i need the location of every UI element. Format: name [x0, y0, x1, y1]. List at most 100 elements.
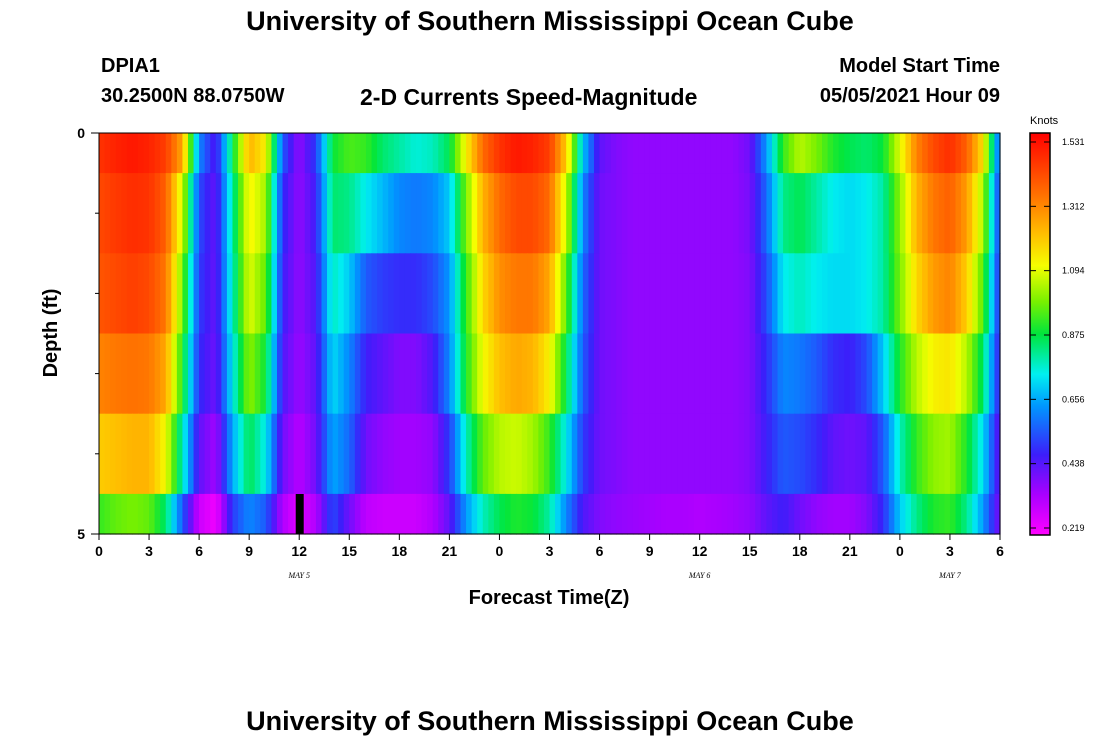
- heatmap-cell: [538, 413, 545, 495]
- heatmap-cell: [727, 493, 734, 535]
- heatmap-cell: [193, 133, 200, 174]
- heatmap-cell: [154, 333, 161, 415]
- heatmap-cell: [961, 413, 968, 495]
- heatmap-cell: [733, 333, 740, 415]
- heatmap-cell: [499, 133, 506, 174]
- heatmap-cell: [238, 333, 245, 415]
- heatmap-cell: [477, 133, 484, 174]
- heatmap-cell: [922, 253, 929, 335]
- heatmap-cell: [699, 173, 706, 254]
- colorbar-tick-label: 0.875: [1062, 330, 1085, 340]
- heatmap-cell: [705, 173, 712, 254]
- heatmap-cell: [888, 133, 895, 174]
- heatmap-cell: [404, 413, 412, 495]
- heatmap-cell: [332, 133, 339, 174]
- heatmap-cell: [382, 493, 389, 535]
- heatmap-cell: [210, 133, 217, 174]
- heatmap-cell: [638, 133, 645, 174]
- heatmap-cell: [343, 253, 350, 335]
- heatmap-cell: [505, 333, 512, 415]
- heatmap-cell: [154, 493, 161, 535]
- heatmap-cell: [894, 493, 901, 535]
- heatmap-cell: [610, 133, 617, 174]
- heatmap-cell: [315, 173, 323, 254]
- heatmap-cell: [193, 493, 200, 535]
- heatmap-cell: [916, 133, 923, 174]
- heatmap-cell: [482, 493, 489, 535]
- heatmap-cell: [349, 333, 356, 415]
- heatmap-cell: [638, 253, 645, 335]
- heatmap-cell: [477, 413, 484, 495]
- heatmap-cell: [215, 133, 222, 174]
- heatmap-cell: [571, 413, 578, 495]
- heatmap-cell: [404, 133, 412, 174]
- heatmap-cell: [187, 173, 195, 254]
- heatmap-cell: [377, 333, 384, 415]
- heatmap-cell: [115, 253, 122, 335]
- heatmap-cell: [927, 413, 934, 495]
- heatmap-cell: [538, 133, 545, 174]
- heatmap-cell: [388, 493, 395, 535]
- heatmap-cell: [760, 333, 768, 415]
- heatmap-cell: [126, 413, 133, 495]
- heatmap-cell: [276, 133, 284, 174]
- heatmap-cell: [510, 413, 517, 495]
- heatmap-cell: [365, 173, 373, 254]
- heatmap-cell: [660, 493, 667, 535]
- heatmap-cell: [260, 413, 267, 495]
- heatmap-cell: [760, 173, 768, 254]
- heatmap-cell: [421, 173, 428, 254]
- colorbar-tick-label: 1.531: [1062, 137, 1085, 147]
- heatmap-cell: [771, 493, 779, 535]
- heatmap-cell: [738, 253, 745, 335]
- heatmap-cell: [933, 173, 940, 254]
- heatmap-cell: [221, 413, 228, 495]
- heatmap-cell: [176, 413, 184, 495]
- heatmap-cell: [460, 253, 467, 335]
- heatmap-cell: [827, 253, 834, 335]
- heatmap-cell: [688, 173, 695, 254]
- heatmap-cell: [816, 173, 823, 254]
- heatmap-cell: [338, 173, 345, 254]
- heatmap-cell: [944, 493, 951, 535]
- heatmap-cell: [427, 173, 434, 254]
- heatmap-cell: [410, 173, 417, 254]
- heatmap-cell: [137, 413, 145, 495]
- heatmap-cell: [121, 333, 128, 415]
- heatmap-cell: [182, 413, 189, 495]
- heatmap-cell: [149, 413, 156, 495]
- heatmap-cell: [332, 333, 339, 415]
- heatmap-cell: [716, 173, 723, 254]
- heatmap-cell: [766, 253, 773, 335]
- heatmap-cell: [877, 253, 884, 335]
- heatmap-cell: [377, 133, 384, 174]
- heatmap-cell: [822, 493, 829, 535]
- heatmap-cell: [516, 133, 523, 174]
- heatmap-cell: [393, 253, 400, 335]
- heatmap-cell: [438, 413, 445, 495]
- heatmap-cell: [482, 173, 489, 254]
- heatmap-cell: [749, 253, 756, 335]
- heatmap-cell: [382, 133, 389, 174]
- heatmap-cell: [249, 333, 256, 415]
- heatmap-cell: [505, 133, 512, 174]
- heatmap-cell: [254, 253, 261, 335]
- heatmap-cell: [933, 333, 940, 415]
- heatmap-cell: [187, 333, 195, 415]
- heatmap-cell: [377, 253, 384, 335]
- heatmap-cell: [749, 493, 756, 535]
- heatmap-cell: [182, 133, 189, 174]
- heatmap-cell: [432, 493, 439, 535]
- heatmap-cell: [282, 493, 289, 535]
- heatmap-cell: [505, 173, 512, 254]
- heatmap-cell: [271, 173, 278, 254]
- heatmap-cell: [760, 493, 768, 535]
- heatmap-cell: [338, 133, 345, 174]
- heatmap-cell: [232, 493, 239, 535]
- heatmap-cell: [610, 173, 617, 254]
- heatmap-cell: [627, 173, 634, 254]
- heatmap-cell: [727, 333, 734, 415]
- heatmap-cell: [799, 413, 806, 495]
- heatmap-cell: [410, 413, 417, 495]
